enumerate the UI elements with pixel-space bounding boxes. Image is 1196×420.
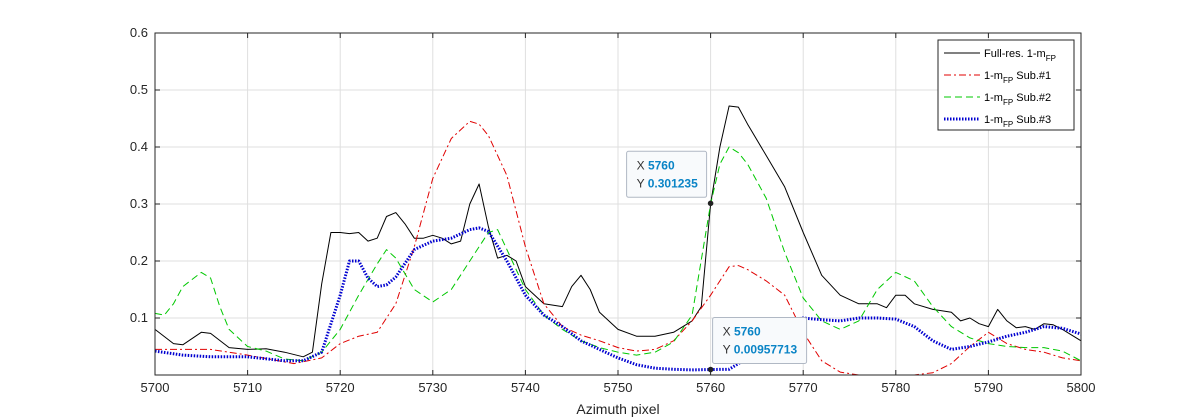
y-tick-label: 0.4 xyxy=(130,139,148,154)
datatip-x-row: X 5760 xyxy=(723,325,761,339)
datatip-x-row: X 5760 xyxy=(637,158,675,172)
series-line-3 xyxy=(154,146,1082,362)
legend-label-1: Full-res. 1-mFP xyxy=(984,48,1056,63)
datatip-x-label: X xyxy=(723,325,734,339)
grid xyxy=(155,33,1081,375)
datatip-box xyxy=(712,317,808,365)
datatip-x-value: 5760 xyxy=(648,158,675,172)
x-tick-label: 5800 xyxy=(1067,380,1096,395)
series-line-1 xyxy=(154,105,1082,358)
x-axis-ticks: 5700 5710 5720 5730 5740 5750 5760 5770 5780 5790… xyxy=(141,33,1096,395)
datatip-y-value: 0.301235 xyxy=(648,176,698,190)
x-tick-label: 5780 xyxy=(881,380,910,395)
series-lines xyxy=(154,105,1082,376)
x-tick-label: 5720 xyxy=(326,380,355,395)
x-tick-label: 5730 xyxy=(418,380,447,395)
y-axis-ticks: 0.1 0.2 0.3 0.4 0.5 0.6 xyxy=(130,25,1081,325)
y-tick-label: 0.5 xyxy=(130,82,148,97)
datatip-y-label: Y xyxy=(723,343,734,357)
axes-frame xyxy=(154,32,1082,376)
datatip-marker xyxy=(707,200,714,207)
legend-box xyxy=(937,39,1075,131)
series-line-2 xyxy=(155,120,1082,376)
datatip-x-label: X xyxy=(637,158,648,172)
datatip-x-value: 5760 xyxy=(734,325,761,339)
x-axis-label: Azimuth pixel xyxy=(576,401,659,417)
legend: Full-res. 1-mFP 1-mFP Sub.#1 1-mFP Sub.#2 1… xyxy=(937,39,1075,131)
x-tick-label: 5710 xyxy=(233,380,262,395)
y-tick-label: 0.1 xyxy=(130,310,148,325)
y-tick-label: 0.2 xyxy=(130,253,148,268)
x-tick-label: 5750 xyxy=(604,380,633,395)
series-line-4 xyxy=(154,226,1082,372)
legend-label-3: 1-mFP Sub.#2 xyxy=(984,92,1051,107)
x-tick-label: 5740 xyxy=(511,380,540,395)
datatip-y-row: Y 0.301235 xyxy=(637,176,699,190)
datatip-y-value: 0.00957713 xyxy=(734,343,798,357)
x-tick-label: 5790 xyxy=(974,380,1003,395)
datatip-y-row: Y 0.00957713 xyxy=(723,343,798,357)
datatip-box xyxy=(626,150,708,198)
x-tick-label: 5760 xyxy=(696,380,725,395)
datatip-y-label: Y xyxy=(637,176,648,190)
y-tick-label: 0.6 xyxy=(130,25,148,40)
x-tick-label: 5770 xyxy=(789,380,818,395)
y-tick-label: 0.3 xyxy=(130,196,148,211)
legend-label-2: 1-mFP Sub.#1 xyxy=(984,70,1051,85)
legend-label-4: 1-mFP Sub.#3 xyxy=(984,114,1051,129)
x-tick-label: 5700 xyxy=(141,380,170,395)
datatip-marker xyxy=(707,366,714,373)
